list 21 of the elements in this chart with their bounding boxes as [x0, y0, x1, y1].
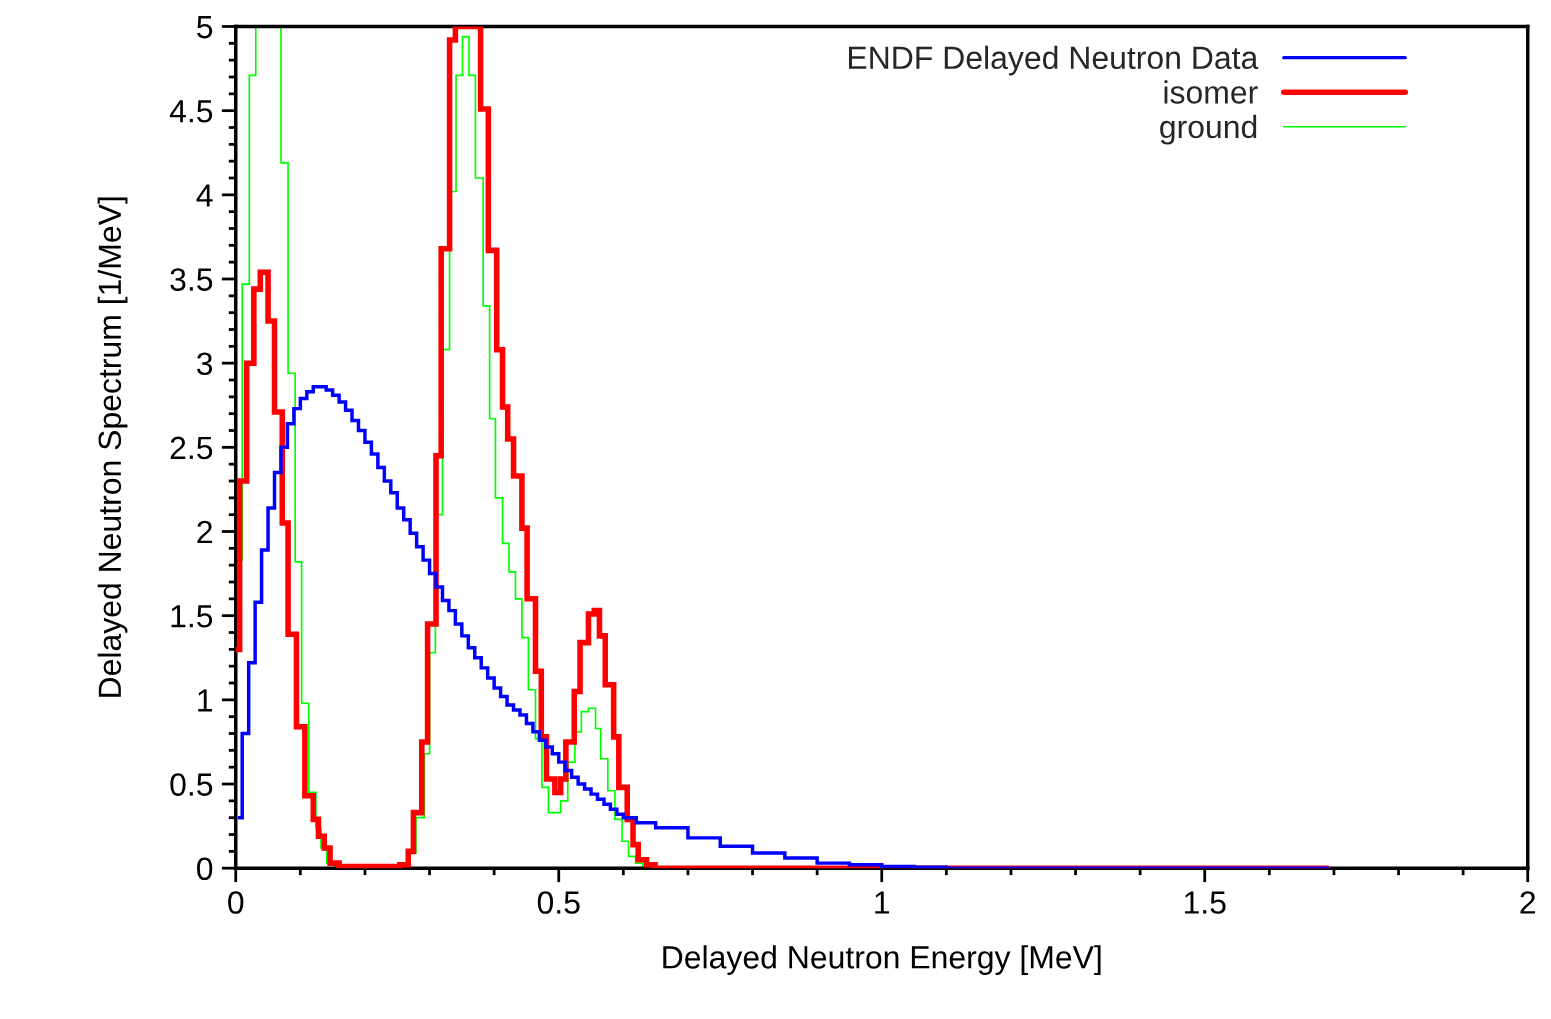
y-tick-label: 3 [196, 352, 213, 376]
y-tick-label: 4.5 [169, 100, 213, 123]
y-tick-label: 2 [197, 520, 212, 544]
x-tick-label: 2 [1520, 891, 1536, 914]
x-tick-label: 0.5 [537, 891, 580, 914]
y-tick-label: 4 [196, 184, 213, 207]
y-tick-label: 1 [198, 689, 212, 712]
y-axis-title: Delayed Neutron Spectrum [1/MeV] [97, 197, 128, 697]
legend-label: isomer [1164, 80, 1258, 104]
y-tick-label: 0.5 [170, 773, 213, 796]
x-tick-label: 0 [228, 891, 244, 914]
y-tick-label: 1.5 [171, 605, 213, 628]
x-tick-label: 1.5 [1184, 891, 1226, 914]
y-tick-label: 3.5 [170, 268, 213, 291]
y-tick-label: 0 [197, 857, 213, 881]
x-tick-label: 1 [875, 891, 890, 914]
legend-label: ENDF Delayed Neutron Data [849, 45, 1259, 76]
x-axis-title: Delayed Neutron Energy [MeV] [663, 945, 1101, 975]
y-tick-label: 5 [197, 16, 213, 39]
legend-label: ground [1160, 114, 1257, 145]
y-tick-label: 2.5 [170, 436, 213, 460]
